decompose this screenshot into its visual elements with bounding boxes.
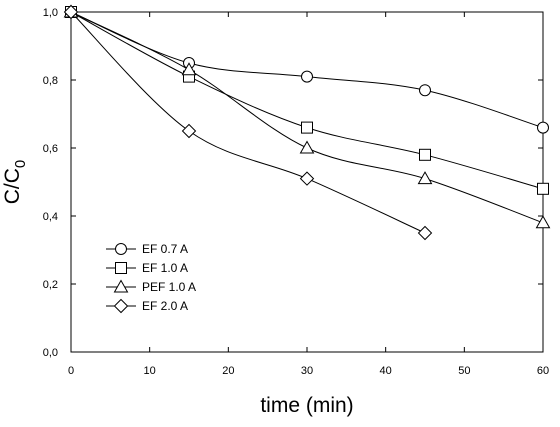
axis-ticks: 0 10 20 30 40 50 60 0,0 0,2 0,4 0,6 0,8 1,0: [43, 7, 549, 377]
legend-marker-triangle: [113, 279, 129, 293]
data-point-circle: [537, 121, 549, 134]
data-point-square: [301, 121, 313, 134]
x-tick-label: 50: [458, 365, 470, 377]
y-axis-title-main: C/C: [1, 168, 24, 204]
x-tick-label: 0: [68, 365, 74, 377]
legend-label: PEF 1.0 A: [142, 280, 196, 294]
legend-marker-circle: [115, 243, 127, 255]
data-point-triangle: [535, 215, 551, 229]
y-tick-label: 0,2: [43, 279, 58, 291]
x-axis-title: time (min): [260, 394, 353, 417]
series-line-2: [70, 11, 544, 190]
legend-label: EF 2.0 A: [142, 299, 188, 313]
data-point-diamond: [417, 225, 433, 241]
legend: EF 0.7 A EF 1.0 A PEF 1.0 A EF 2.0 A: [106, 242, 196, 314]
series-line-1: [70, 11, 544, 129]
y-tick-label: 0,6: [43, 143, 58, 155]
y-axis-title: C/C0: [1, 160, 29, 205]
x-tick-label: 60: [537, 365, 549, 377]
x-tick-label: 10: [144, 365, 156, 377]
series-markers: [63, 4, 551, 241]
data-point-diamond: [299, 171, 315, 186]
data-point-triangle: [181, 62, 197, 76]
y-tick-label: 0,0: [43, 347, 58, 359]
legend-marker-diamond: [113, 298, 129, 314]
data-point-square: [419, 148, 431, 161]
data-point-square: [537, 182, 549, 195]
series-line-3: [70, 11, 544, 224]
y-tick-label: 1,0: [43, 7, 58, 19]
data-point-circle: [301, 70, 313, 83]
legend-label: EF 0.7 A: [142, 242, 188, 256]
legend-marker-square: [115, 262, 127, 274]
data-point-diamond: [63, 4, 79, 20]
data-point-triangle: [417, 171, 433, 185]
data-point-triangle: [299, 140, 315, 154]
y-axis-title-subscript: 0: [12, 160, 29, 168]
y-tick-label: 0,8: [43, 75, 58, 87]
x-tick-label: 20: [222, 365, 234, 377]
x-tick-label: 40: [380, 365, 392, 377]
data-point-diamond: [181, 123, 197, 139]
series-line-4: [70, 11, 426, 234]
y-tick-label: 0,4: [43, 211, 58, 223]
x-tick-label: 30: [301, 365, 313, 377]
data-point-circle: [419, 84, 431, 97]
legend-label: EF 1.0 A: [142, 261, 188, 275]
